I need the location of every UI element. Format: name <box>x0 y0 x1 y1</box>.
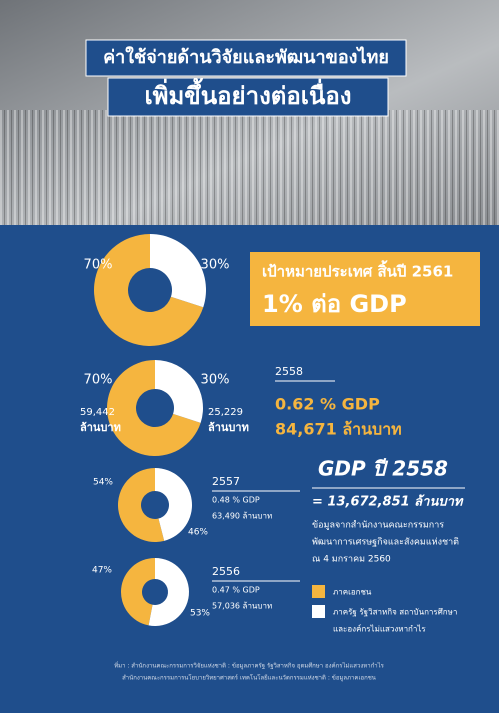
title-box <box>107 77 389 117</box>
source: สำนักงานคณะกรรมการนโยบายวิทยาศาสตร์ เทคโ… <box>122 674 376 682</box>
gdp-note: พัฒนาการเศรษฐกิจและสังคมแห่งชาติ <box>312 537 459 548</box>
donut-segment <box>120 558 155 626</box>
title: เพิ่มขึ้นอย่างต่อเนื่อง <box>144 77 351 110</box>
value-label: 30% <box>201 373 230 388</box>
year: 2558 <box>275 365 303 378</box>
amount-unit: ล้านบาท <box>208 421 249 434</box>
donut-segment <box>155 360 204 423</box>
donut-segment <box>150 234 207 308</box>
source: ที่มา : สำนักงานคณะกรรมการวิจัยแห่งชาติ … <box>114 662 384 670</box>
gdp-share: 0.47 % GDP <box>212 586 260 595</box>
gdp-share: 0.62 % GDP <box>275 395 380 414</box>
amount: 63,490 ล้านบาท <box>212 512 272 521</box>
value-label: 70% <box>84 258 113 273</box>
gdp-share: 0.48 % GDP <box>212 496 260 505</box>
title: ค่าใช้จ่ายด้านวิจัยและพัฒนาของไทย <box>103 46 389 68</box>
year: 2556 <box>212 565 240 578</box>
header-texture <box>0 110 499 225</box>
amount: 57,036 ล้านบาท <box>212 602 272 611</box>
gdp-title: GDP ปี 2558 <box>318 457 448 481</box>
value-label: 53% <box>190 609 210 619</box>
value-label: 30% <box>201 258 230 273</box>
gdp-note: ณ 4 มกราคม 2560 <box>312 555 391 565</box>
amount: 84,671 ล้านบาท <box>275 420 402 439</box>
amount-unit: ล้านบาท <box>80 421 121 434</box>
legend-label: ภาคเอกชน <box>333 588 372 597</box>
donut-segment <box>107 360 201 456</box>
value-label: 54% <box>93 478 113 488</box>
amount-label: 59,442 <box>80 407 115 418</box>
year: 2557 <box>212 475 240 488</box>
donut-segment <box>155 468 192 541</box>
target-text: เป้าหมายประเทศ สิ้นปี 2561 <box>262 260 453 281</box>
value-label: 46% <box>188 528 208 538</box>
target-text: 1% ต่อ GDP <box>262 290 407 318</box>
legend-swatch <box>312 585 325 598</box>
gdp-value: = 13,672,851 ล้านบาท <box>312 494 464 510</box>
value-label: 70% <box>84 373 113 388</box>
donut-segment <box>94 234 204 346</box>
title-box <box>85 39 407 77</box>
donut-segment <box>148 558 189 626</box>
gdp-note: ข้อมูลจากสำนักงานคณะกรรมการ <box>312 520 444 531</box>
amount-label: 25,229 <box>208 407 243 418</box>
value-label: 47% <box>92 566 112 576</box>
legend-swatch <box>312 605 325 618</box>
donut-segment <box>117 468 165 542</box>
legend-label: และองค์กรไม่แสวงหากำไร <box>333 624 426 634</box>
legend-label: ภาครัฐ รัฐวิสาหกิจ สถาบันการศึกษา <box>333 608 457 617</box>
target-box <box>250 252 480 326</box>
